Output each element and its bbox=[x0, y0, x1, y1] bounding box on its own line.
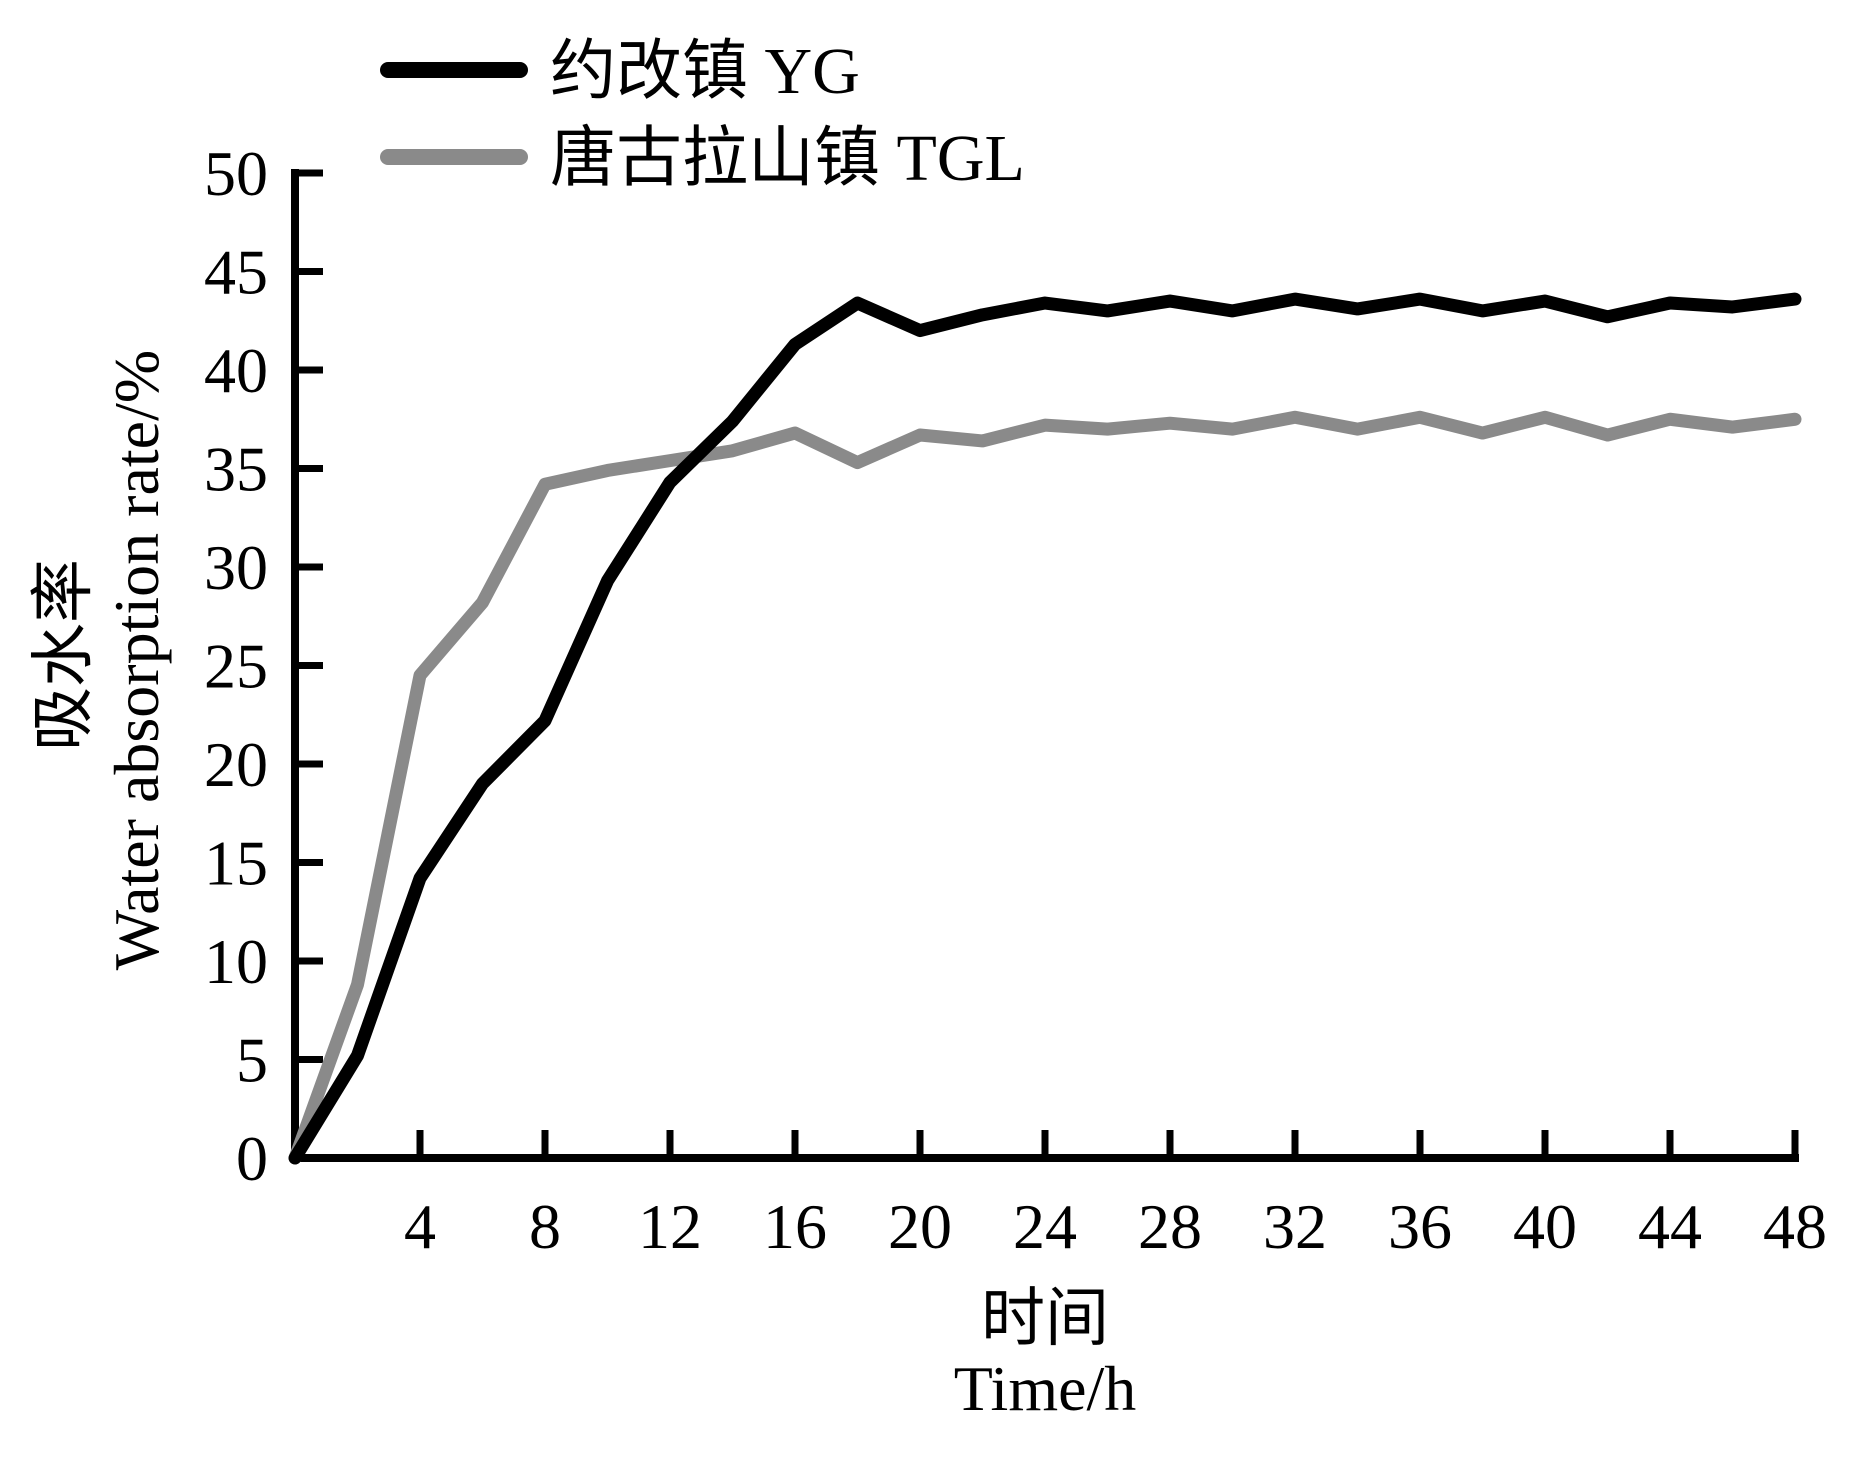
y-tick-label-50: 50 bbox=[204, 138, 268, 209]
axes bbox=[291, 169, 1799, 1162]
y-tick-label-30: 30 bbox=[204, 532, 268, 603]
x-tick-label-32: 32 bbox=[1263, 1191, 1327, 1262]
yg-line bbox=[288, 292, 1802, 1165]
legend-label-tgl: 唐古拉山镇 TGL bbox=[550, 122, 1025, 195]
y-tick-label-0: 0 bbox=[236, 1123, 268, 1194]
y-tick-label-20: 20 bbox=[204, 729, 268, 800]
y-tick-label-5: 5 bbox=[236, 1025, 268, 1096]
x-tick-label-8: 8 bbox=[529, 1191, 561, 1262]
y-tick-label-35: 35 bbox=[204, 434, 268, 505]
y-tick-label-10: 10 bbox=[204, 926, 268, 997]
y-ticks bbox=[295, 169, 323, 1162]
x-axis-title-cn: 时间 bbox=[981, 1283, 1109, 1354]
tgl-line bbox=[288, 410, 1802, 1165]
x-tick-label-28: 28 bbox=[1138, 1191, 1202, 1262]
x-tick-label-36: 36 bbox=[1388, 1191, 1452, 1262]
y-axis-title-en: Water absorption rate/% bbox=[101, 350, 172, 970]
x-tick-label-4: 4 bbox=[404, 1191, 436, 1262]
y-tick-label-25: 25 bbox=[204, 631, 268, 702]
legend-label-yg: 约改镇 YG bbox=[550, 35, 860, 108]
y-tick-label-40: 40 bbox=[204, 335, 268, 406]
x-tick-label-16: 16 bbox=[763, 1191, 827, 1262]
x-tick-label-12: 12 bbox=[638, 1191, 702, 1262]
series-lines bbox=[288, 292, 1802, 1165]
x-tick-label-44: 44 bbox=[1638, 1191, 1702, 1262]
x-tick-label-48: 48 bbox=[1763, 1191, 1827, 1262]
y-tick-label-15: 15 bbox=[204, 828, 268, 899]
x-axis-title-en: Time/h bbox=[954, 1353, 1137, 1424]
x-tick-label-40: 40 bbox=[1513, 1191, 1577, 1262]
x-tick-labels: 4 8 12 16 20 24 28 32 36 40 44 48 bbox=[404, 1191, 1827, 1262]
x-ticks bbox=[416, 1130, 1799, 1158]
y-tick-label-45: 45 bbox=[204, 237, 268, 308]
x-tick-label-24: 24 bbox=[1013, 1191, 1077, 1262]
y-tick-labels: 0 5 10 15 20 25 30 35 40 45 50 bbox=[204, 138, 268, 1194]
legend: 约改镇 YG 唐古拉山镇 TGL bbox=[380, 35, 1025, 195]
x-tick-label-20: 20 bbox=[888, 1191, 952, 1262]
y-axis-title-cn: 吸水率 bbox=[28, 559, 99, 751]
